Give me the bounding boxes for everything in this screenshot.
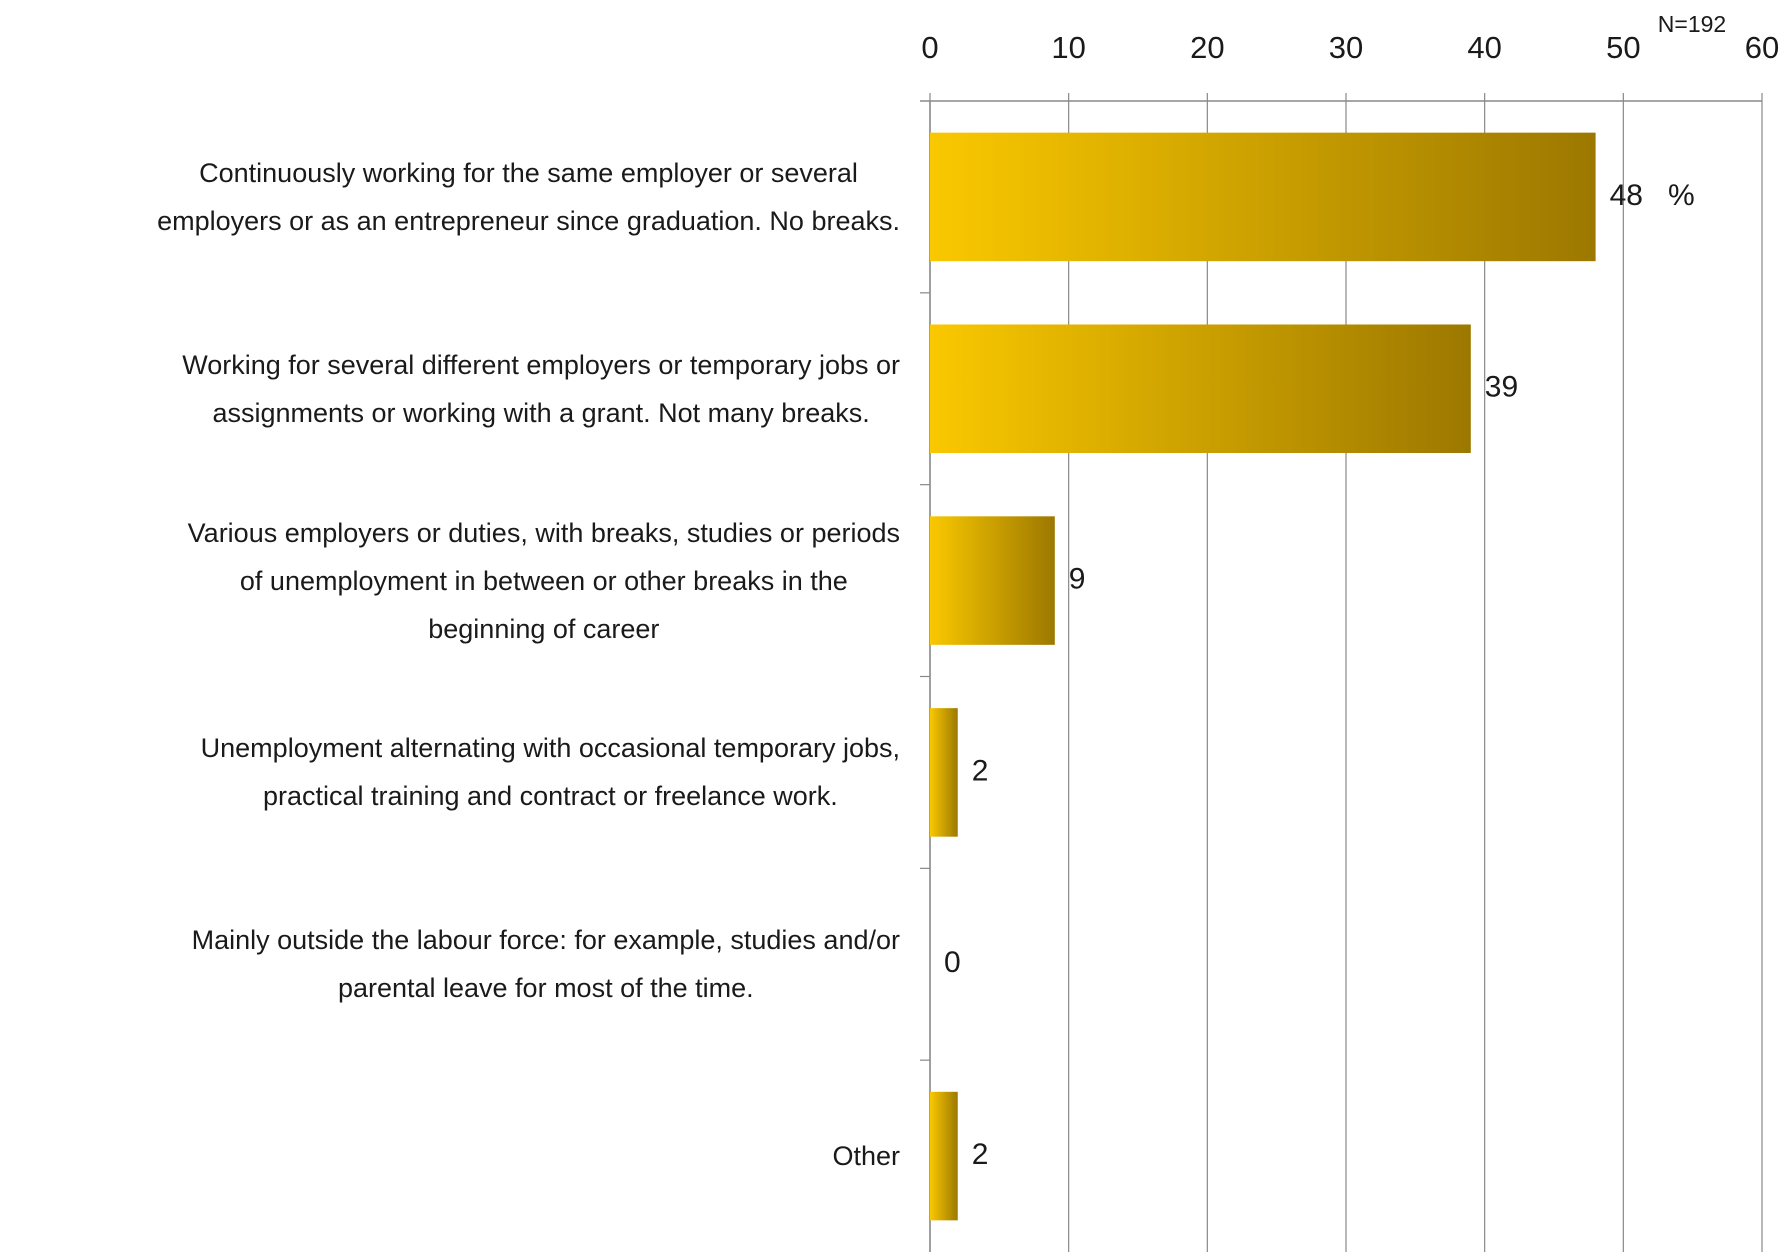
value-label: 48 % (1610, 179, 1695, 212)
x-tick-label: 60 (1745, 30, 1779, 65)
bar (930, 516, 1055, 645)
category-label: Various employers or duties, with breaks… (187, 517, 900, 644)
value-label: 2 (972, 1138, 989, 1171)
value-label: 39 (1485, 371, 1518, 404)
x-tick-label: 10 (1051, 30, 1085, 65)
x-tick-label: 0 (921, 30, 938, 65)
category-label: Working for several different employers … (182, 349, 900, 428)
value-label: 9 (1069, 563, 1086, 596)
value-label: 0 (944, 946, 961, 979)
category-label: Continuously working for the same employ… (157, 157, 900, 236)
bar (930, 132, 1596, 262)
category-label: Unemployment alternating with occasional… (200, 733, 900, 812)
bar (930, 1091, 958, 1221)
x-tick-label: 50 (1606, 30, 1640, 65)
category-label: Mainly outside the labour force: for exa… (191, 925, 900, 1004)
category-label: Other (832, 1141, 900, 1172)
bar (930, 708, 958, 837)
annotation: N=192 (1658, 11, 1726, 37)
x-tick-label: 20 (1190, 30, 1224, 65)
value-label: 2 (972, 754, 989, 787)
x-tick-label: 30 (1329, 30, 1363, 65)
x-tick-label: 40 (1467, 30, 1501, 65)
bar (930, 324, 1471, 454)
